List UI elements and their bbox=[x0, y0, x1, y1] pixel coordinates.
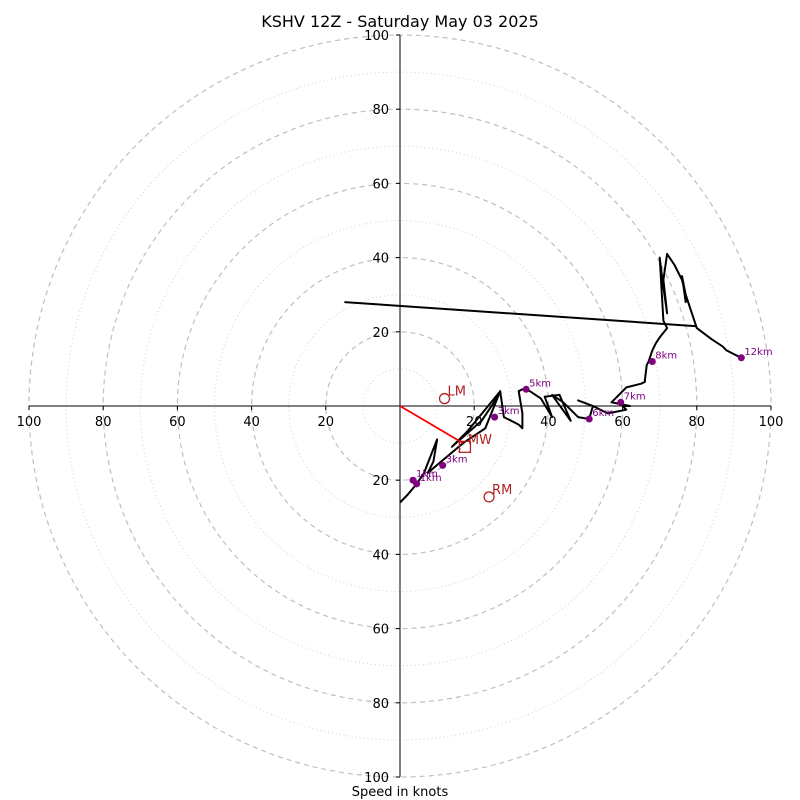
height-marker-dot bbox=[409, 476, 417, 484]
height-marker-dot bbox=[617, 398, 625, 406]
storm-motion-circle bbox=[438, 392, 451, 405]
height-marker-label: 1km bbox=[416, 469, 438, 480]
storm-motion-circle bbox=[483, 491, 495, 503]
height-marker-label: 12km bbox=[744, 347, 772, 358]
height-marker-label: 1km bbox=[420, 473, 442, 484]
height-marker-label: 3km bbox=[498, 406, 520, 417]
motion-vector-group bbox=[399, 405, 464, 444]
height-marker-dot bbox=[585, 415, 593, 423]
x-tick-label: 40 bbox=[243, 415, 260, 430]
height-marker-dot bbox=[522, 385, 530, 393]
height-marker-label: 3km bbox=[446, 454, 468, 465]
y-tick-label: 40 bbox=[372, 548, 389, 563]
storm-motion-label: LM bbox=[448, 385, 466, 400]
storm-motion-label: RM bbox=[492, 483, 512, 498]
height-marker-label: 7km bbox=[624, 391, 646, 402]
y-tick-label: 20 bbox=[372, 474, 389, 489]
height-marker-label: 5km bbox=[529, 378, 551, 389]
y-tick-label: 60 bbox=[372, 623, 389, 638]
y-tick-label: 80 bbox=[372, 103, 389, 118]
y-tick-label: 80 bbox=[372, 697, 389, 712]
height-marker-dot bbox=[648, 357, 656, 365]
chart-title: KSHV 12Z - Saturday May 03 2025 bbox=[261, 12, 539, 31]
x-tick-label: 80 bbox=[689, 415, 706, 430]
y-tick-label: 100 bbox=[364, 29, 389, 44]
hodograph-series-line bbox=[344, 301, 697, 328]
storm-motion-label: MW bbox=[468, 433, 492, 448]
height-marker-dot bbox=[737, 354, 745, 362]
x-axis-label: Speed in knots bbox=[352, 785, 449, 800]
motion-vector-line bbox=[399, 405, 464, 444]
x-tick-label: 60 bbox=[169, 415, 186, 430]
x-tick-label: 40 bbox=[540, 415, 557, 430]
x-tick-label: 100 bbox=[17, 415, 42, 430]
height-marker-dot bbox=[491, 413, 499, 421]
x-tick-label: 20 bbox=[318, 415, 335, 430]
storm-motion-markers: LM RM MW bbox=[438, 385, 512, 503]
x-tick-label: 60 bbox=[614, 415, 631, 430]
height-marker-label: 6km bbox=[592, 408, 614, 419]
hodograph-lines bbox=[344, 252, 742, 504]
y-tick-label: 60 bbox=[372, 177, 389, 192]
x-tick-label: 100 bbox=[759, 415, 784, 430]
y-tick-label: 40 bbox=[372, 252, 389, 267]
hodograph-series-line bbox=[399, 252, 742, 504]
y-tick-label: 20 bbox=[372, 326, 389, 341]
height-marker-dot bbox=[439, 461, 447, 469]
height-marker-label: 8km bbox=[655, 350, 677, 361]
x-tick-label: 80 bbox=[95, 415, 112, 430]
y-tick-label: 100 bbox=[364, 771, 389, 786]
storm-motion-square bbox=[458, 440, 472, 453]
